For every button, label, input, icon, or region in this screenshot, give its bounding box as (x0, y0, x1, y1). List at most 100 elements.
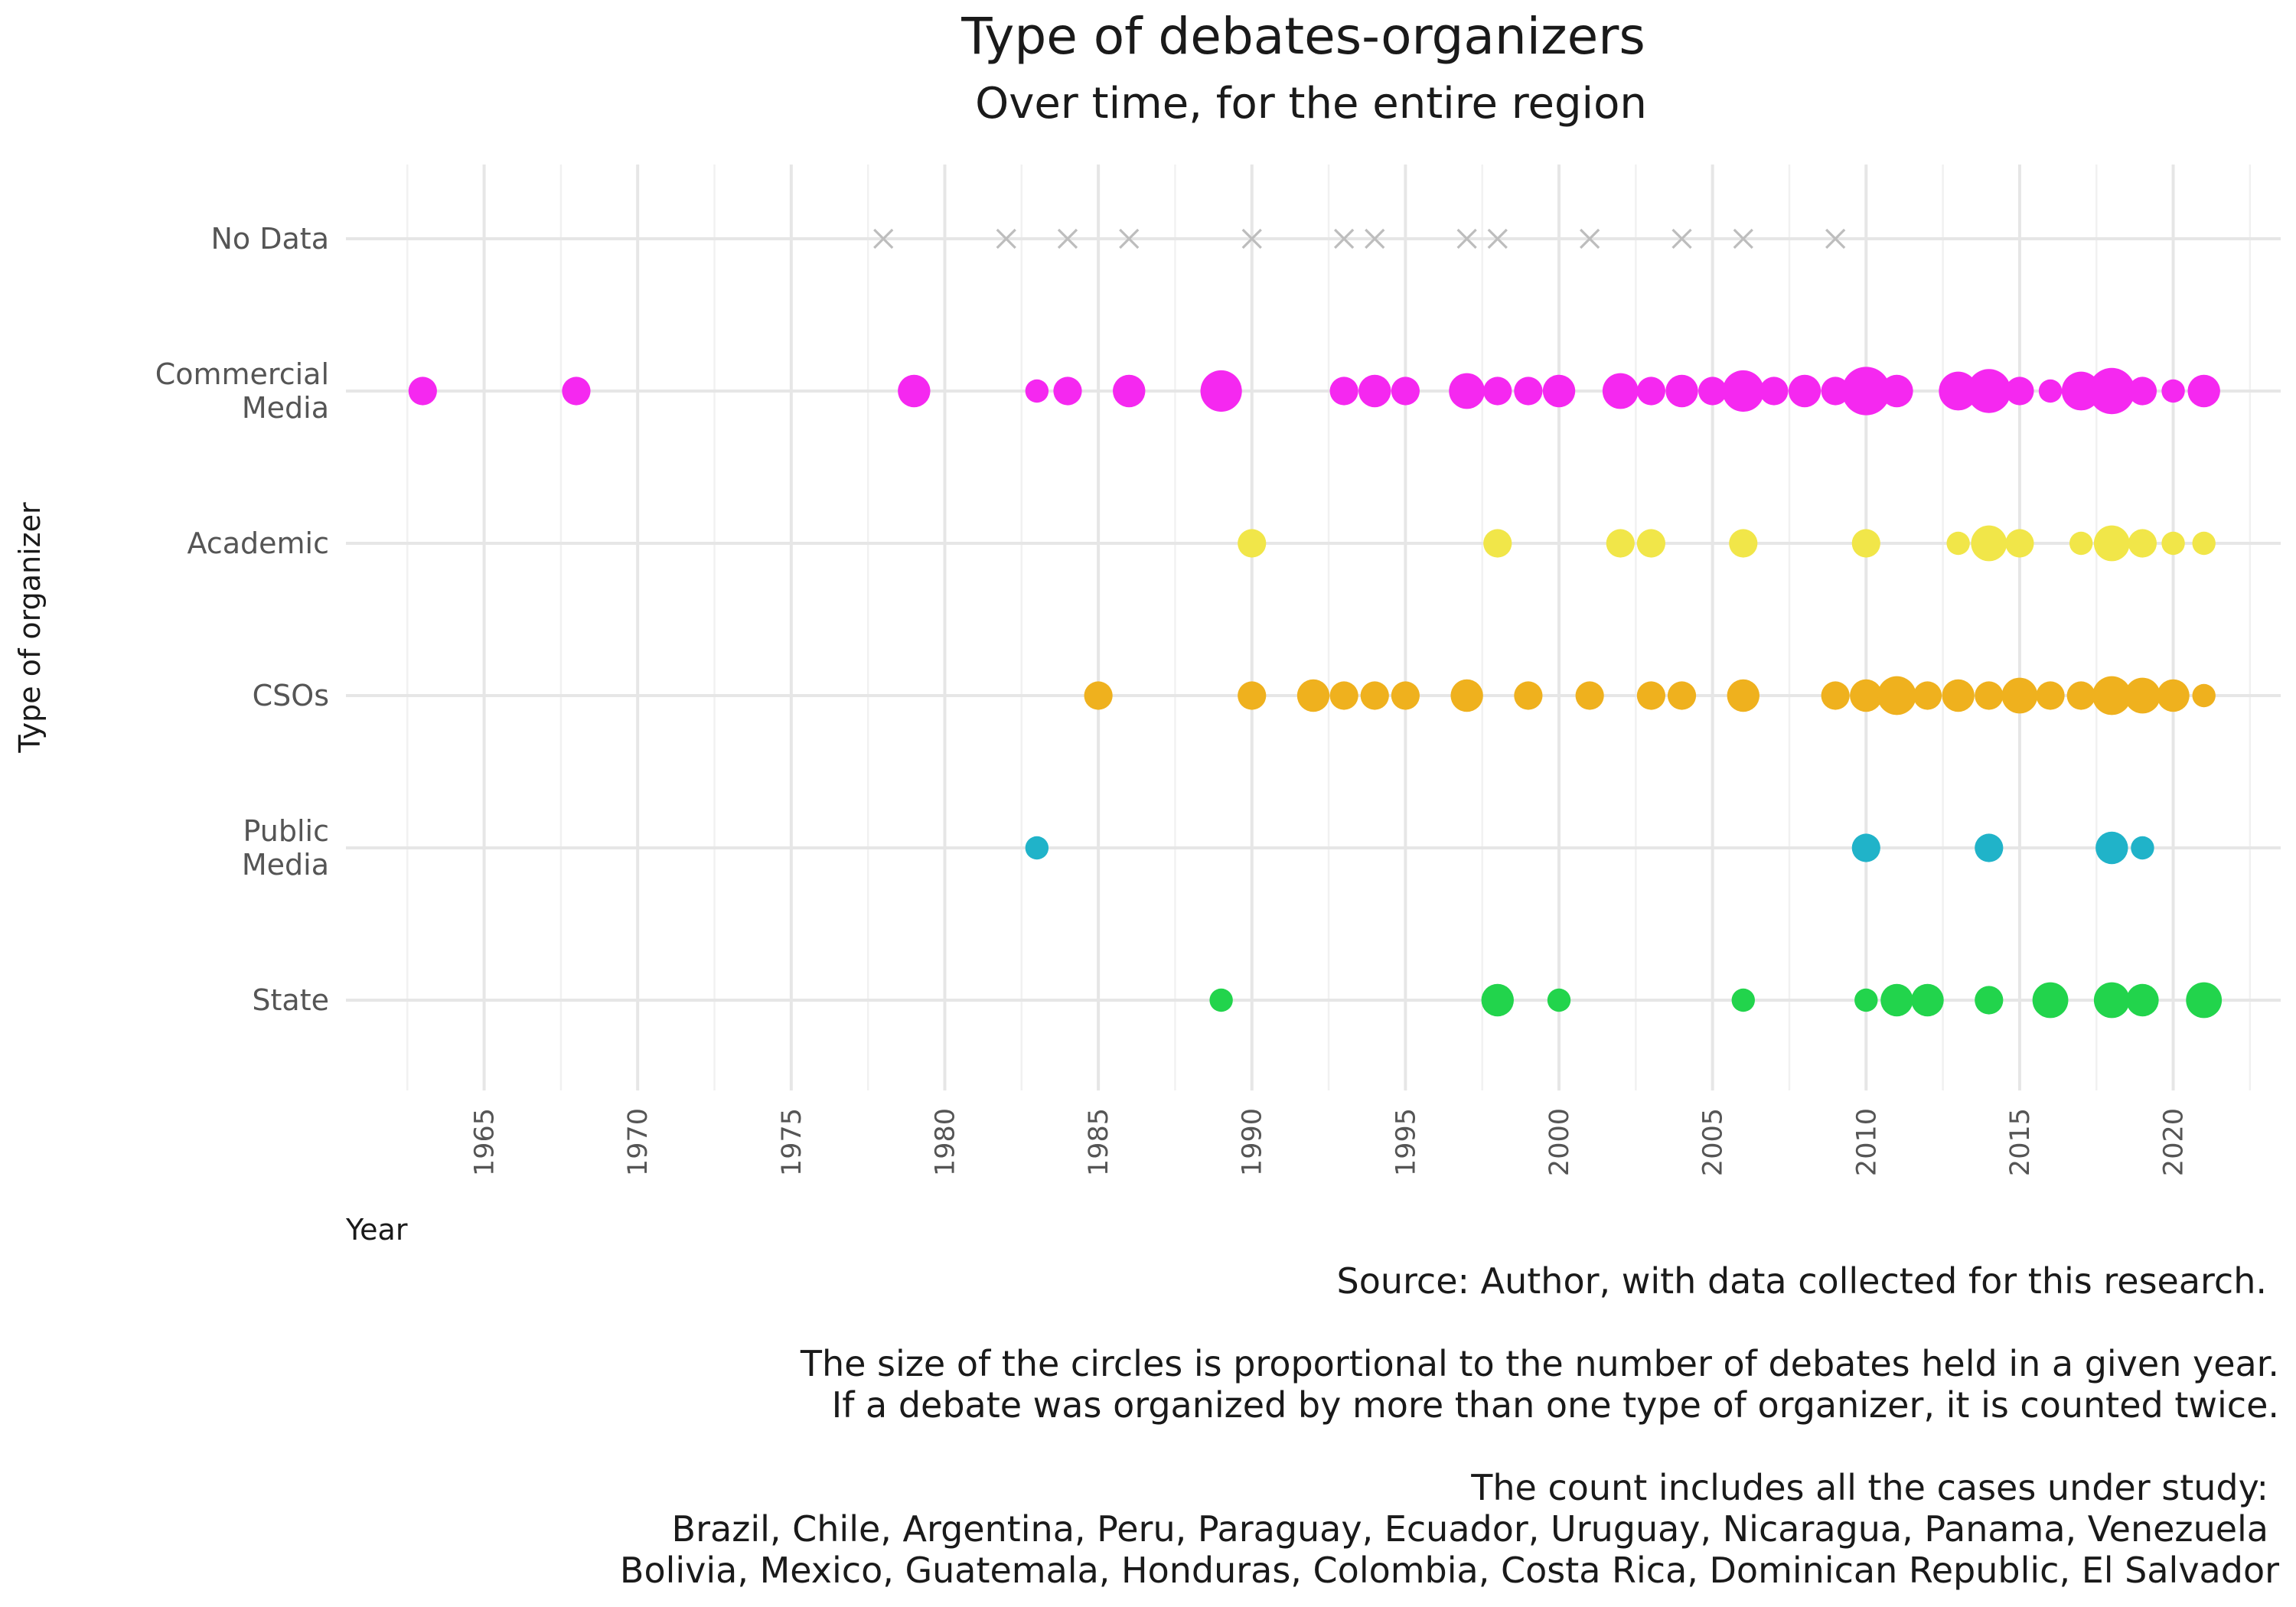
point-no-data (1119, 228, 1140, 249)
point-academic (1729, 529, 1758, 558)
point-no-data (1333, 228, 1355, 249)
point-academic (2192, 531, 2216, 556)
caption-note-line1: The size of the circles is proportional … (800, 1343, 2279, 1384)
point-academic (2069, 531, 2093, 556)
grid (346, 165, 2281, 1090)
point-csos (2092, 676, 2131, 715)
point-csos (1391, 681, 1420, 710)
point-commercial-media (562, 376, 591, 406)
point-academic (1971, 525, 2007, 562)
point-state (1547, 988, 1571, 1012)
point-academic (2161, 531, 2185, 556)
point-csos (2157, 679, 2190, 712)
point-commercial-media (1788, 374, 1821, 408)
y-axis-labels: No DataCommercialMediaAcademicCSOsPublic… (155, 222, 329, 1017)
x-tick-label: 2010 (1851, 1108, 1882, 1176)
point-csos (2192, 683, 2216, 708)
chart-title: Type of debates-organizers (960, 7, 1645, 66)
x-tick-label: 1970 (623, 1108, 654, 1176)
point-commercial-media (1542, 374, 1576, 408)
x-tick-label: 1985 (1084, 1108, 1114, 1176)
point-public-media (1851, 833, 1880, 862)
point-csos (1360, 681, 1389, 710)
point-csos (1450, 679, 1483, 712)
x-tick-label: 1990 (1238, 1108, 1268, 1176)
point-commercial-media (1358, 374, 1391, 408)
series-academic (1238, 525, 2216, 562)
point-commercial-media (1939, 371, 1978, 411)
point-academic (1238, 529, 1267, 558)
point-commercial-media (898, 374, 931, 408)
point-academic (2093, 525, 2130, 562)
point-commercial-media (1880, 374, 1913, 408)
point-csos (1329, 681, 1358, 710)
y-tick-label: Public (243, 814, 329, 848)
point-commercial-media (1665, 374, 1698, 408)
point-csos (2001, 677, 2038, 714)
point-commercial-media (1636, 376, 1665, 406)
point-csos (1727, 679, 1760, 712)
point-state (1975, 986, 2004, 1015)
point-commercial-media (2089, 367, 2135, 415)
point-csos (2066, 681, 2095, 710)
point-public-media (2095, 831, 2128, 865)
y-tick-label: Commercial (155, 357, 329, 391)
x-tick-label: 2015 (2005, 1108, 2036, 1176)
point-no-data (1671, 228, 1692, 249)
x-tick-label: 1995 (1391, 1108, 1421, 1176)
point-state (1880, 983, 1913, 1017)
y-tick-label: Media (242, 848, 329, 882)
x-tick-label: 2000 (1544, 1108, 1575, 1176)
point-state (1209, 988, 1233, 1012)
point-csos (1084, 681, 1113, 710)
x-tick-label: 1975 (777, 1108, 807, 1176)
point-csos (1514, 681, 1543, 710)
point-public-media (1025, 836, 1049, 860)
point-commercial-media (1025, 379, 1049, 403)
x-axis-title: Year (345, 1213, 408, 1247)
point-state (2126, 983, 2159, 1017)
point-commercial-media (1514, 376, 1543, 406)
series-commercial-media (408, 367, 2220, 416)
point-csos (1636, 681, 1665, 710)
series-public-media (1025, 831, 2154, 865)
chart-subtitle: Over time, for the entire region (975, 79, 1647, 129)
point-public-media (2131, 836, 2154, 860)
caption-cases-line3: Bolivia, Mexico, Guatemala, Honduras, Co… (620, 1550, 2279, 1591)
point-no-data (1580, 228, 1600, 249)
point-commercial-media (1053, 376, 1082, 406)
point-commercial-media (2128, 376, 2157, 406)
point-no-data (873, 228, 894, 249)
point-academic (2005, 529, 2034, 558)
y-tick-label: State (252, 983, 329, 1017)
y-tick-label: CSOs (253, 679, 329, 712)
series-csos (1084, 676, 2216, 715)
point-commercial-media (1760, 376, 1789, 406)
point-commercial-media (1449, 373, 1486, 409)
point-state (1911, 983, 1944, 1017)
y-tick-label: No Data (211, 222, 330, 256)
data-points (408, 228, 2223, 1019)
point-commercial-media (1602, 373, 1639, 409)
point-no-data (1487, 228, 1508, 249)
point-state (2093, 982, 2130, 1019)
point-academic (2128, 529, 2157, 558)
point-no-data (1456, 228, 1477, 249)
point-csos (1877, 676, 1916, 715)
point-no-data (996, 228, 1016, 249)
y-axis-title: Type of organizer (13, 502, 47, 754)
caption-source: Source: Author, with data collected for … (1337, 1260, 2267, 1302)
point-commercial-media (1200, 370, 1242, 412)
x-tick-label: 2005 (1698, 1108, 1729, 1176)
point-no-data (1241, 228, 1262, 249)
caption-note-line2: If a debate was organized by more than o… (832, 1384, 2279, 1426)
point-commercial-media (408, 376, 437, 406)
point-academic (1946, 531, 1970, 556)
point-commercial-media (1483, 376, 1512, 406)
point-csos (1975, 681, 2004, 710)
point-csos (1667, 681, 1697, 710)
point-commercial-media (1967, 369, 2011, 413)
series-state (1209, 982, 2223, 1019)
point-commercial-media (1722, 370, 1764, 412)
